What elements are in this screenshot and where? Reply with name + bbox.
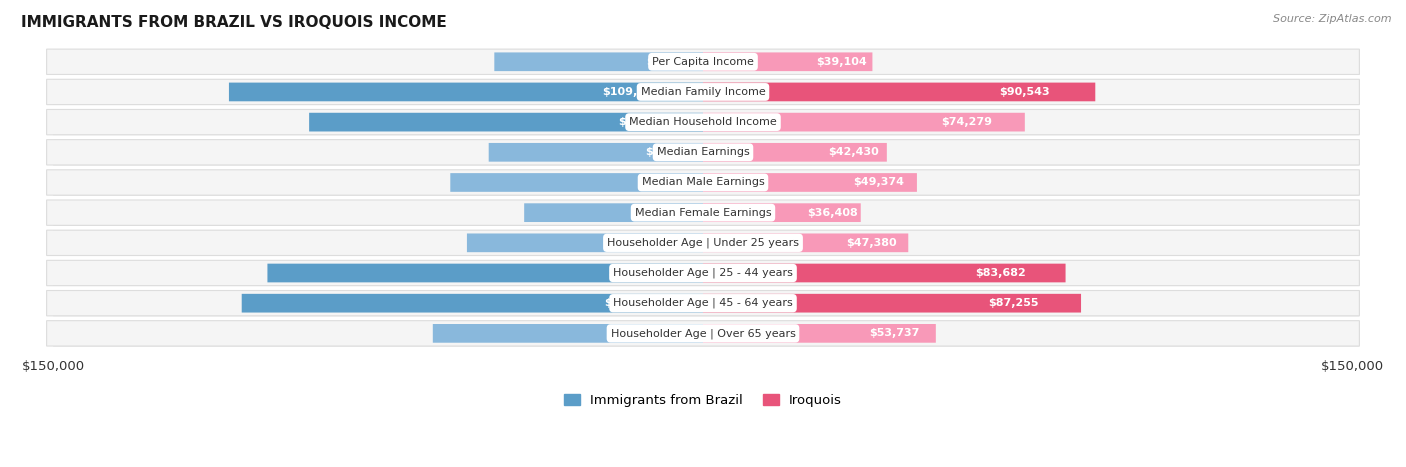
- Text: $39,104: $39,104: [817, 57, 868, 67]
- FancyBboxPatch shape: [53, 140, 1360, 165]
- Text: Householder Age | 45 - 64 years: Householder Age | 45 - 64 years: [613, 298, 793, 308]
- FancyBboxPatch shape: [46, 109, 1360, 135]
- FancyBboxPatch shape: [703, 113, 1025, 132]
- FancyBboxPatch shape: [46, 260, 1360, 286]
- Text: $48,164: $48,164: [647, 57, 697, 67]
- Text: IMMIGRANTS FROM BRAZIL VS IROQUOIS INCOME: IMMIGRANTS FROM BRAZIL VS IROQUOIS INCOM…: [21, 15, 446, 30]
- FancyBboxPatch shape: [703, 324, 936, 343]
- FancyBboxPatch shape: [53, 291, 1360, 316]
- Text: Householder Age | 25 - 44 years: Householder Age | 25 - 44 years: [613, 268, 793, 278]
- Text: $49,374: $49,374: [853, 177, 904, 187]
- FancyBboxPatch shape: [524, 203, 703, 222]
- FancyBboxPatch shape: [53, 200, 1360, 226]
- FancyBboxPatch shape: [267, 264, 703, 283]
- Text: Median Earnings: Median Earnings: [657, 147, 749, 157]
- Text: $62,364: $62,364: [637, 328, 688, 339]
- FancyBboxPatch shape: [309, 113, 703, 132]
- Text: Median Male Earnings: Median Male Earnings: [641, 177, 765, 187]
- FancyBboxPatch shape: [703, 143, 887, 162]
- Text: $47,380: $47,380: [846, 238, 897, 248]
- Text: $53,737: $53,737: [869, 328, 920, 339]
- FancyBboxPatch shape: [46, 140, 1360, 165]
- Text: Householder Age | Over 65 years: Householder Age | Over 65 years: [610, 328, 796, 339]
- FancyBboxPatch shape: [703, 83, 1095, 101]
- FancyBboxPatch shape: [703, 264, 1066, 283]
- FancyBboxPatch shape: [489, 143, 703, 162]
- FancyBboxPatch shape: [703, 234, 908, 252]
- FancyBboxPatch shape: [703, 294, 1081, 312]
- Text: $54,487: $54,487: [643, 238, 693, 248]
- FancyBboxPatch shape: [46, 79, 1360, 105]
- Text: $83,682: $83,682: [974, 268, 1025, 278]
- FancyBboxPatch shape: [46, 290, 1360, 316]
- Text: $90,543: $90,543: [1000, 87, 1050, 97]
- Text: $109,418: $109,418: [603, 87, 661, 97]
- Text: Median Family Income: Median Family Income: [641, 87, 765, 97]
- FancyBboxPatch shape: [46, 321, 1360, 346]
- FancyBboxPatch shape: [242, 294, 703, 312]
- FancyBboxPatch shape: [53, 170, 1360, 196]
- FancyBboxPatch shape: [53, 321, 1360, 347]
- FancyBboxPatch shape: [46, 49, 1360, 74]
- FancyBboxPatch shape: [46, 200, 1360, 226]
- FancyBboxPatch shape: [53, 261, 1360, 286]
- Text: $74,279: $74,279: [942, 117, 993, 127]
- Text: Source: ZipAtlas.com: Source: ZipAtlas.com: [1274, 14, 1392, 24]
- Text: $58,324: $58,324: [640, 177, 690, 187]
- Text: $49,463: $49,463: [645, 147, 696, 157]
- FancyBboxPatch shape: [467, 234, 703, 252]
- FancyBboxPatch shape: [433, 324, 703, 343]
- Text: $100,534: $100,534: [609, 268, 666, 278]
- Text: $36,408: $36,408: [807, 208, 858, 218]
- FancyBboxPatch shape: [53, 230, 1360, 256]
- FancyBboxPatch shape: [53, 50, 1360, 75]
- Legend: Immigrants from Brazil, Iroquois: Immigrants from Brazil, Iroquois: [558, 389, 848, 412]
- Text: $106,470: $106,470: [605, 298, 664, 308]
- FancyBboxPatch shape: [53, 110, 1360, 135]
- FancyBboxPatch shape: [229, 83, 703, 101]
- FancyBboxPatch shape: [46, 230, 1360, 255]
- FancyBboxPatch shape: [495, 52, 703, 71]
- Text: $42,430: $42,430: [828, 147, 879, 157]
- Text: $87,255: $87,255: [988, 298, 1038, 308]
- Text: $90,907: $90,907: [619, 117, 669, 127]
- FancyBboxPatch shape: [450, 173, 703, 192]
- FancyBboxPatch shape: [703, 52, 872, 71]
- FancyBboxPatch shape: [703, 173, 917, 192]
- Text: Median Household Income: Median Household Income: [628, 117, 778, 127]
- Text: $41,273: $41,273: [651, 208, 702, 218]
- Text: Median Female Earnings: Median Female Earnings: [634, 208, 772, 218]
- FancyBboxPatch shape: [703, 203, 860, 222]
- Text: Per Capita Income: Per Capita Income: [652, 57, 754, 67]
- Text: Householder Age | Under 25 years: Householder Age | Under 25 years: [607, 238, 799, 248]
- FancyBboxPatch shape: [53, 79, 1360, 105]
- FancyBboxPatch shape: [46, 170, 1360, 195]
